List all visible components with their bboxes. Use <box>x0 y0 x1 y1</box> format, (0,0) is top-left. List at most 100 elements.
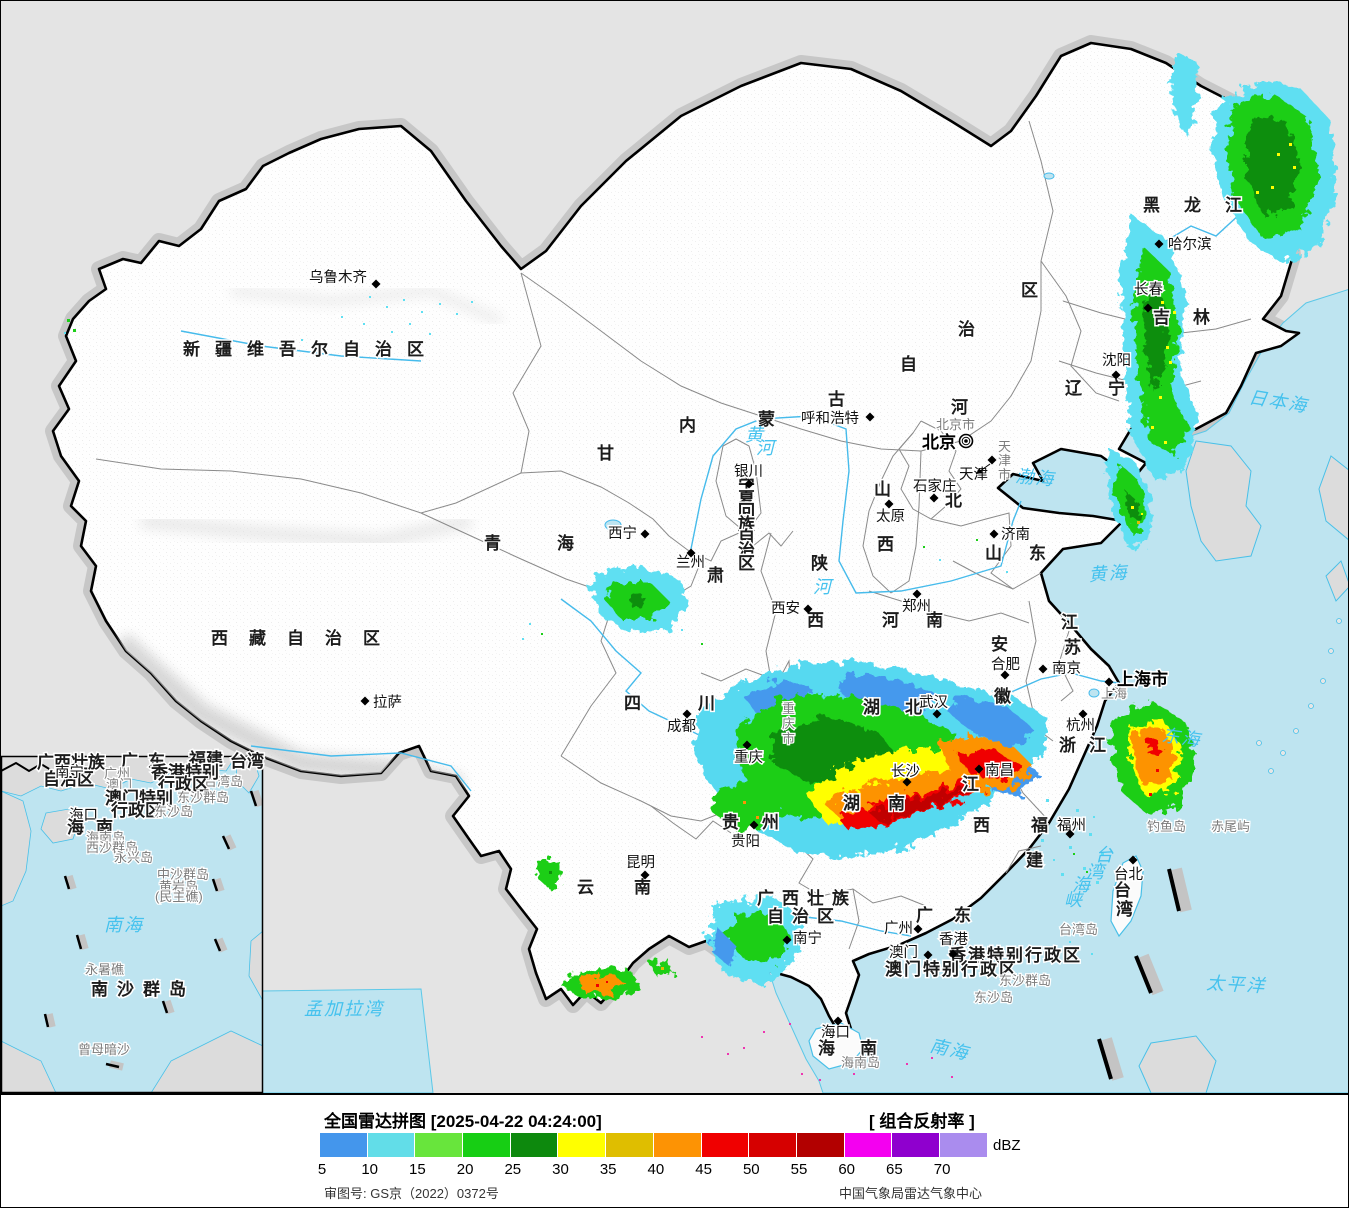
map-label: 西宁 <box>608 525 637 542</box>
colorbar-swatch <box>701 1133 749 1157</box>
map-label: 东沙群岛 <box>177 790 229 805</box>
city-marker <box>1078 709 1088 719</box>
colorbar-value: 70 <box>933 1161 951 1178</box>
map-label: 河 <box>756 438 777 458</box>
map-label: 赤尾屿 <box>1211 819 1250 834</box>
city-marker <box>686 548 696 558</box>
map-label: 澳门 <box>106 777 132 792</box>
radar-echo-layer <box>31 53 1336 999</box>
radar-speck <box>1164 441 1167 444</box>
radar-speck <box>931 1057 933 1059</box>
map-label: 海南岛 <box>86 830 125 845</box>
radar-echo <box>841 673 936 713</box>
city-marker <box>913 924 923 934</box>
radar-echo <box>1133 726 1176 786</box>
map-label: 黄海 <box>1088 562 1130 585</box>
map-label: 福建 <box>188 749 223 769</box>
map-label: 河南 <box>882 610 970 630</box>
radar-echo <box>1171 53 1199 136</box>
radar-speck <box>681 629 683 631</box>
radar-speck <box>743 1047 745 1049</box>
radar-speck <box>1161 301 1164 304</box>
radar-speck <box>341 316 343 318</box>
colorbar-swatch <box>939 1133 987 1157</box>
radar-speck <box>819 1079 821 1081</box>
map-label: 甘 <box>597 443 614 463</box>
map-label: 曾母暗沙 <box>78 1042 130 1057</box>
radar-speck <box>1006 571 1008 573</box>
map-label: 青海 <box>484 533 630 553</box>
map-label: 湖北 <box>863 698 947 717</box>
radar-speck <box>1069 941 1071 943</box>
map-label: 行政区 <box>157 774 209 794</box>
map-label: 澳门 <box>889 944 918 961</box>
city-marker <box>803 604 813 614</box>
city-marker <box>782 935 792 945</box>
map-label: 西 <box>877 535 894 554</box>
city-marker <box>1038 664 1048 674</box>
map-label: 台 <box>1114 880 1131 900</box>
city-marker <box>865 412 875 422</box>
map-label: 湖南 <box>843 793 933 813</box>
radar-speck <box>1289 143 1292 146</box>
radar-speck <box>1271 186 1274 189</box>
map-label: 新疆维吾尔自治区 <box>183 339 439 359</box>
map-label: 贵阳 <box>731 833 760 850</box>
map-label: 古 <box>828 389 845 409</box>
colorbar-swatch <box>558 1133 606 1157</box>
map-label: 东 <box>148 751 165 771</box>
radar-speck <box>73 329 76 332</box>
radar-speck <box>873 1041 875 1043</box>
colorbar-value: 60 <box>838 1161 856 1178</box>
city-marker <box>932 709 942 719</box>
map-label: 台 <box>1095 845 1115 865</box>
radar-speck <box>1101 853 1104 856</box>
city-marker <box>1065 829 1075 839</box>
radar-speck <box>959 506 961 508</box>
city-marker <box>884 499 894 509</box>
city-marker <box>371 279 381 289</box>
colorbar-swatch <box>844 1133 892 1157</box>
map-label: 黄岩岛 <box>159 879 198 894</box>
radar-speck <box>1173 311 1176 314</box>
city-marker <box>1104 677 1114 687</box>
map-label: 香港特别行政区 <box>949 945 1082 965</box>
map-label: 杭州 <box>1066 717 1095 734</box>
radar-speck <box>1096 881 1099 884</box>
radar-speck <box>951 1076 953 1078</box>
radar-echo <box>711 926 736 966</box>
map-label: 海南 <box>818 1038 902 1058</box>
radar-speck <box>429 333 431 335</box>
map-label: 南 <box>96 817 113 837</box>
map-label: 肃 <box>707 566 724 585</box>
city-marker <box>640 529 650 539</box>
city-marker <box>1111 370 1121 380</box>
map-label: 永兴岛 <box>114 850 153 865</box>
map-label: 东沙岛 <box>974 990 1013 1005</box>
inset-frame <box>1 755 264 1093</box>
radar-speck <box>1256 191 1259 194</box>
map-label: 苏 <box>1064 637 1081 657</box>
map-label: 台湾 <box>230 751 264 771</box>
map-label: 湾 <box>1086 862 1107 882</box>
map-label: 长沙 <box>891 763 920 780</box>
colorbar-value: 50 <box>742 1161 760 1178</box>
map-label: 自治区 <box>43 769 94 789</box>
city-marker <box>833 1016 843 1026</box>
radar-speck <box>789 1023 791 1025</box>
radar-speck <box>1086 871 1088 873</box>
map-label: 渤海 <box>1015 466 1058 489</box>
radar-echo <box>949 696 1033 749</box>
map-label: 海口 <box>69 807 98 824</box>
radar-speck <box>1061 873 1064 876</box>
radar-speck <box>906 1063 908 1065</box>
map-label: 东沙群岛 <box>999 973 1051 988</box>
radar-speck <box>756 816 759 819</box>
map-label: 沈阳 <box>1102 352 1131 369</box>
product-type-label: [ 组合反射率 ] <box>869 1112 975 1131</box>
city-marker <box>929 493 939 503</box>
south-china-sea-inset <box>1 756 263 1093</box>
radar-speck <box>651 619 653 621</box>
radar-speck <box>421 311 423 313</box>
radar-speck <box>1131 506 1134 509</box>
